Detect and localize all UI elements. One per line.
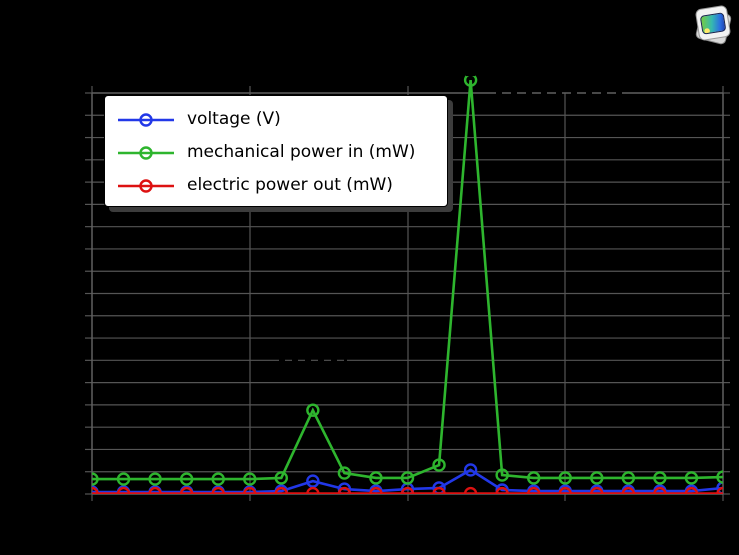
tick-layer <box>85 86 730 501</box>
peak-marker-clip-artifact <box>466 71 476 77</box>
app-icon[interactable] <box>693 4 733 46</box>
legend-label-voltage: voltage (V) <box>187 109 281 129</box>
series-2 <box>92 486 723 494</box>
legend-marker-electric-power-icon <box>118 178 174 193</box>
legend-label-electric-power: electric power out (mW) <box>187 175 393 195</box>
legend-item-mechanical-power: mechanical power in (mW) <box>115 136 447 169</box>
legend-item-voltage: voltage (V) <box>115 103 447 136</box>
legend-item-electric-power: electric power out (mW) <box>115 169 447 202</box>
legend-marker-mechanical-power-icon <box>118 145 174 160</box>
app-icon-front-sheet <box>694 4 732 42</box>
series-1 <box>92 73 723 486</box>
app-icon-picture-glyph <box>699 11 727 35</box>
legend-marker-voltage-icon <box>118 112 174 127</box>
legend-label-mechanical-power: mechanical power in (mW) <box>187 142 416 162</box>
chart-legend: voltage (V) mechanical power in (mW) ele… <box>104 95 448 207</box>
